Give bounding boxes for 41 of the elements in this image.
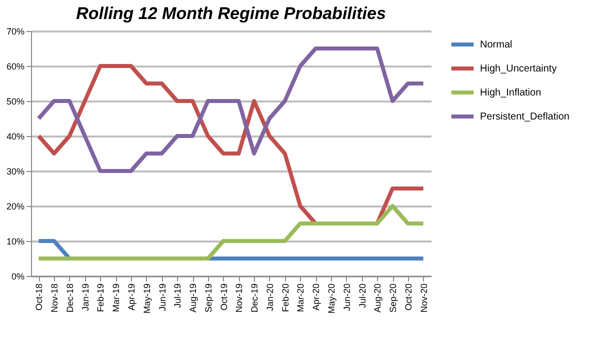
x-tick-label: Dec-18	[64, 284, 75, 313]
y-tick-label: 70%	[6, 26, 24, 36]
x-tick-label: Nov-19	[234, 284, 244, 313]
line-series	[36, 46, 426, 173]
x-tick-label: Jan-19	[80, 284, 90, 312]
x-tick-label: Feb-19	[96, 284, 106, 312]
x-tick-label: Jun-20	[342, 284, 352, 312]
x-tick-label: Sep-19	[203, 284, 214, 313]
x-tick-label: May-19	[142, 284, 152, 314]
x-tick-label: Dec-19	[250, 284, 260, 313]
y-tick-label: 40%	[6, 132, 24, 142]
x-tick-label: Sep-20	[388, 284, 398, 313]
x-tick-label: Jun-19	[157, 284, 168, 312]
y-tick-label: 60%	[6, 62, 24, 72]
x-tick-label: Jul-19	[172, 284, 183, 308]
chart-title: Rolling 12 Month Regime Probabilities	[76, 4, 386, 23]
y-tick-label: 10%	[6, 236, 24, 246]
y-tick-label: 50%	[6, 96, 24, 106]
x-tick-label: Apr-20	[311, 284, 322, 311]
x-tick-label: Oct-19	[218, 284, 229, 311]
x-tick-label: Jul-20	[357, 284, 368, 308]
x-tick-label: Mar-20	[296, 284, 306, 312]
x-tick-label: Aug-20	[372, 284, 383, 313]
y-tick-label: 0%	[11, 272, 24, 282]
x-tick-label: Oct-20	[403, 284, 414, 311]
y-tick-label: 30%	[6, 166, 24, 176]
x-tick-label: Nov-18	[50, 284, 60, 313]
legend-label: Normal	[480, 40, 512, 50]
x-tick-label: Oct-18	[34, 284, 44, 311]
line-series	[36, 204, 426, 260]
legend-label: Persistent_Deflation	[480, 112, 570, 122]
x-tick-label: Aug-19	[188, 284, 198, 313]
y-tick-label: 20%	[6, 202, 24, 212]
x-tick-label: Nov-20	[418, 284, 429, 313]
x-tick-label: Feb-20	[280, 284, 290, 312]
x-tick-label: Apr-19	[126, 284, 136, 311]
x-tick-label: May-20	[326, 284, 336, 314]
x-tick-label: Jan-20	[264, 284, 275, 312]
x-tick-label: Mar-19	[111, 284, 122, 312]
legend-label: High_Uncertainty	[480, 64, 557, 74]
legend-label: High_Inflation	[480, 88, 542, 98]
